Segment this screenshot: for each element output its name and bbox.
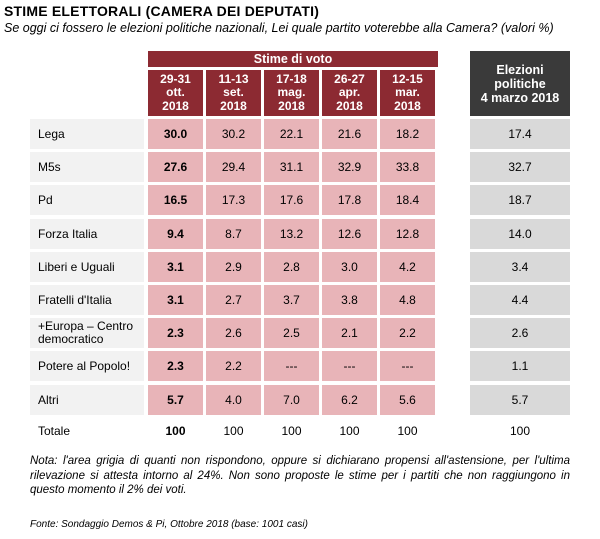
total-cell: 100 xyxy=(322,419,377,443)
total-cell: 100 xyxy=(206,419,261,443)
column-header-4: 12-15 mar. 2018 xyxy=(380,70,435,116)
value-cell: 2.9 xyxy=(206,252,261,282)
page-title: STIME ELETTORALI (CAMERA DEI DEPUTATI) xyxy=(4,3,320,19)
column-header-line: 11-13 xyxy=(218,71,249,86)
column-header-line: set. xyxy=(223,85,244,100)
value-cell: 17.3 xyxy=(206,185,261,215)
value-cell: 2.1 xyxy=(322,318,377,348)
elections-cell: 5.7 xyxy=(470,385,570,415)
column-header-line: mar. xyxy=(395,85,420,100)
value-cell: 12.6 xyxy=(322,219,377,249)
source-line: Fonte: Sondaggio Demos & Pi, Ottobre 201… xyxy=(30,519,308,530)
column-header-3: 26-27 apr. 2018 xyxy=(322,70,377,116)
row-label: Lega xyxy=(30,119,144,149)
value-cell: 2.7 xyxy=(206,285,261,315)
value-cell: 2.2 xyxy=(380,318,435,348)
value-cell: 18.2 xyxy=(380,119,435,149)
value-cell: 3.1 xyxy=(148,285,203,315)
value-cell: 17.6 xyxy=(264,185,319,215)
elections-cell: 32.7 xyxy=(470,152,570,182)
value-cell: 4.0 xyxy=(206,385,261,415)
column-header-line: 2018 xyxy=(220,98,247,113)
value-cell: 17.8 xyxy=(322,185,377,215)
total-cell: 100 xyxy=(264,419,319,443)
row-label: M5s xyxy=(30,152,144,182)
value-cell: --- xyxy=(322,351,377,381)
elections-cell: 14.0 xyxy=(470,219,570,249)
total-cell: 100 xyxy=(148,419,203,443)
elections-cell: 1.1 xyxy=(470,351,570,381)
value-cell: 3.7 xyxy=(264,285,319,315)
footnote: Nota: l'area grigia di quanti non rispon… xyxy=(30,455,570,496)
column-header-line: apr. xyxy=(338,85,361,100)
value-cell: 3.0 xyxy=(322,252,377,282)
value-cell: 2.2 xyxy=(206,351,261,381)
elections-header-line: 4 marzo 2018 xyxy=(480,90,560,105)
value-cell: 12.8 xyxy=(380,219,435,249)
elections-header-line: politiche xyxy=(494,76,546,91)
value-cell: 2.3 xyxy=(148,318,203,348)
value-cell: 21.6 xyxy=(322,119,377,149)
column-header-line: 2018 xyxy=(278,98,305,113)
elections-header: Elezioni politiche 4 marzo 2018 xyxy=(470,51,570,116)
value-cell: 5.6 xyxy=(380,385,435,415)
column-header-line: 17-18 xyxy=(276,71,307,86)
value-cell: 8.7 xyxy=(206,219,261,249)
column-header-line: ott. xyxy=(166,85,185,100)
column-header-line: 2018 xyxy=(394,98,421,113)
value-cell: 22.1 xyxy=(264,119,319,149)
elections-cell: 3.4 xyxy=(470,252,570,282)
value-cell: 13.2 xyxy=(264,219,319,249)
elections-cell: 17.4 xyxy=(470,119,570,149)
value-cell: 31.1 xyxy=(264,152,319,182)
row-label: Potere al Popolo! xyxy=(30,351,144,381)
value-cell: 4.2 xyxy=(380,252,435,282)
column-header-line: 12-15 xyxy=(392,71,423,86)
total-elections-cell: 100 xyxy=(470,419,570,443)
survey-question: Se oggi ci fossero le elezioni politiche… xyxy=(4,21,554,35)
value-cell: 3.8 xyxy=(322,285,377,315)
value-cell: 27.6 xyxy=(148,152,203,182)
column-header-1: 11-13 set. 2018 xyxy=(206,70,261,116)
value-cell: 7.0 xyxy=(264,385,319,415)
row-label: +Europa – Centro democratico xyxy=(30,318,144,348)
column-header-line: 29-31 xyxy=(160,71,191,86)
value-cell: --- xyxy=(264,351,319,381)
elections-cell: 4.4 xyxy=(470,285,570,315)
value-cell: 3.1 xyxy=(148,252,203,282)
column-header-line: 26-27 xyxy=(334,71,365,86)
group-header-stime: Stime di voto xyxy=(148,51,438,67)
value-cell: 30.2 xyxy=(206,119,261,149)
column-header-line: 2018 xyxy=(162,98,189,113)
row-label: Pd xyxy=(30,185,144,215)
column-header-line: mag. xyxy=(277,85,306,100)
value-cell: 6.2 xyxy=(322,385,377,415)
value-cell: 29.4 xyxy=(206,152,261,182)
value-cell: 18.4 xyxy=(380,185,435,215)
column-header-line: 2018 xyxy=(336,98,363,113)
row-label: Fratelli d'Italia xyxy=(30,285,144,315)
column-header-2: 17-18 mag. 2018 xyxy=(264,70,319,116)
row-label: Liberi e Uguali xyxy=(30,252,144,282)
total-cell: 100 xyxy=(380,419,435,443)
value-cell: 30.0 xyxy=(148,119,203,149)
value-cell: 2.6 xyxy=(206,318,261,348)
value-cell: 9.4 xyxy=(148,219,203,249)
elections-header-line: Elezioni xyxy=(496,62,544,77)
row-label: Altri xyxy=(30,385,144,415)
elections-cell: 18.7 xyxy=(470,185,570,215)
value-cell: --- xyxy=(380,351,435,381)
total-label: Totale xyxy=(30,419,144,443)
value-cell: 32.9 xyxy=(322,152,377,182)
value-cell: 4.8 xyxy=(380,285,435,315)
value-cell: 5.7 xyxy=(148,385,203,415)
elections-cell: 2.6 xyxy=(470,318,570,348)
value-cell: 33.8 xyxy=(380,152,435,182)
row-label: Forza Italia xyxy=(30,219,144,249)
value-cell: 16.5 xyxy=(148,185,203,215)
value-cell: 2.8 xyxy=(264,252,319,282)
value-cell: 2.3 xyxy=(148,351,203,381)
column-header-0: 29-31 ott. 2018 xyxy=(148,70,203,116)
value-cell: 2.5 xyxy=(264,318,319,348)
